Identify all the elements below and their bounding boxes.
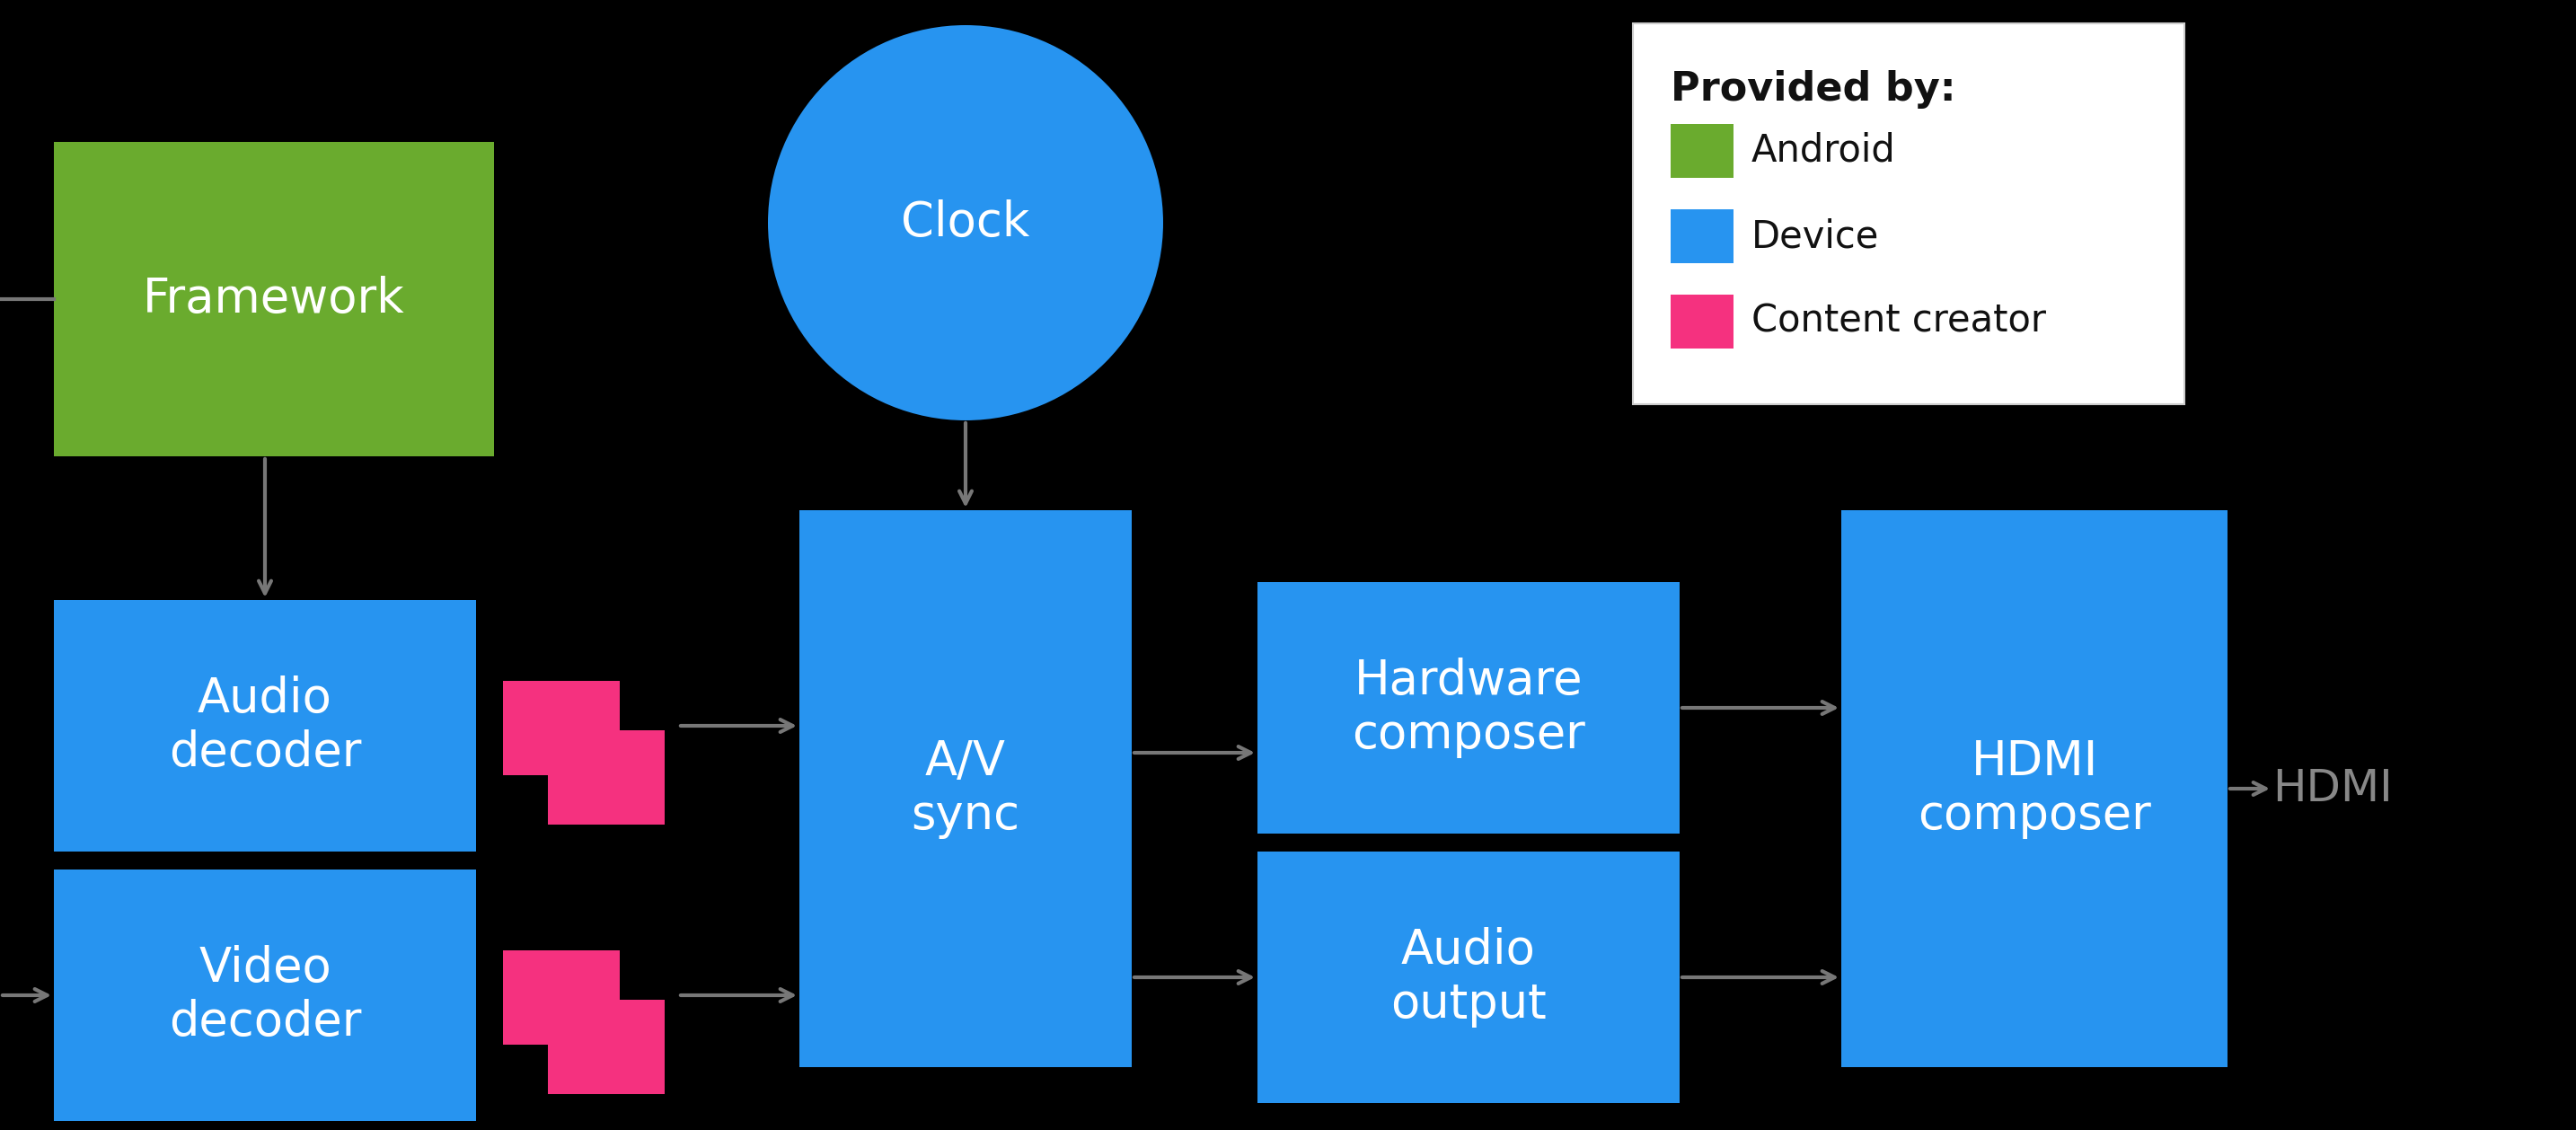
Text: Hardware
composer: Hardware composer (1352, 658, 1584, 758)
Text: Framework: Framework (142, 276, 404, 322)
Bar (54, 142, 495, 457)
Text: HDMI
composer: HDMI composer (1917, 738, 2151, 840)
Bar (502, 950, 621, 1044)
Bar (1257, 582, 1680, 834)
Bar (54, 869, 477, 1121)
Bar (1257, 852, 1680, 1103)
Text: Device: Device (1752, 217, 1880, 255)
Bar (1672, 295, 1734, 348)
Bar (1842, 511, 2228, 1067)
Bar (799, 511, 1131, 1067)
Ellipse shape (768, 25, 1164, 420)
Bar (549, 730, 665, 825)
Text: HDMI: HDMI (2272, 767, 2393, 810)
Text: Provided by:: Provided by: (1672, 70, 1955, 108)
Text: Android: Android (1752, 132, 1896, 170)
Bar (502, 681, 621, 775)
Text: Video
decoder: Video decoder (167, 945, 361, 1045)
FancyBboxPatch shape (1633, 24, 2184, 405)
Text: A/V
sync: A/V sync (912, 738, 1020, 840)
Text: Clock: Clock (902, 199, 1030, 246)
Bar (1672, 124, 1734, 177)
Bar (54, 600, 477, 852)
Text: Content creator: Content creator (1752, 303, 2045, 340)
Text: Audio
decoder: Audio decoder (167, 676, 361, 776)
Text: Audio
output: Audio output (1391, 927, 1546, 1027)
Bar (549, 1000, 665, 1094)
Bar (1672, 209, 1734, 263)
